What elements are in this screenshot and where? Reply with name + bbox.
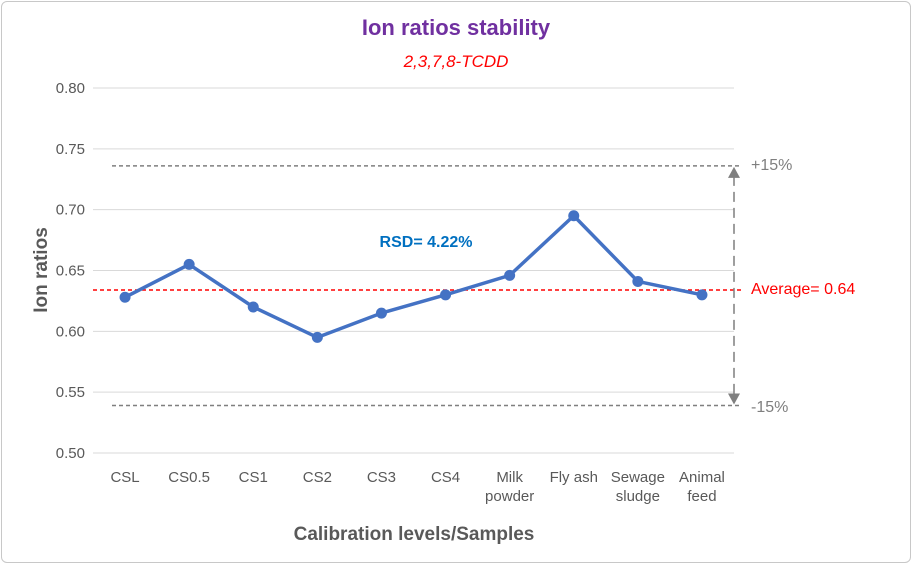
range-arrow-head-up	[728, 166, 740, 178]
y-tick-label: 0.65	[56, 263, 85, 280]
x-tick-label: CS0.5	[168, 469, 210, 486]
x-tick-label: Milk powder	[485, 469, 534, 505]
y-tick-label: 0.80	[56, 80, 85, 97]
average-annotation: Average= 0.64	[751, 281, 855, 298]
range-arrow-head-down	[728, 393, 740, 405]
x-tick-label-line: CS1	[239, 469, 268, 486]
rsd-annotation: RSD= 4.22%	[380, 234, 473, 251]
x-tick-label: CS1	[239, 469, 268, 486]
series-ion-ratios	[119, 210, 708, 343]
x-tick-label: CSL	[110, 469, 139, 486]
data-point	[183, 258, 195, 270]
x-tick-label-line: powder	[485, 488, 534, 505]
x-axis-title: Calibration levels/Samples	[294, 524, 535, 545]
data-point	[247, 301, 259, 313]
upper-limit-annotation: +15%	[751, 157, 792, 174]
data-point	[504, 269, 516, 281]
data-point	[311, 331, 323, 343]
chart-title: Ion ratios stability	[362, 15, 551, 40]
chart-subtitle: 2,3,7,8-TCDD	[403, 52, 509, 71]
x-tick-label-line: sludge	[616, 488, 660, 505]
data-point	[119, 291, 131, 303]
y-tick-label: 0.70	[56, 202, 85, 219]
limit-lines	[93, 165, 742, 407]
lower-limit-annotation: -15%	[751, 399, 788, 416]
x-tick-label-line: CS4	[431, 469, 460, 486]
data-point	[696, 289, 708, 301]
y-tick-label: 0.55	[56, 384, 85, 401]
data-point	[568, 210, 580, 222]
gridlines	[93, 87, 734, 454]
x-tick-label-line: CS0.5	[168, 469, 210, 486]
x-tick-label-line: feed	[687, 488, 716, 505]
x-tick-label-line: Animal	[679, 469, 725, 486]
data-point	[632, 275, 644, 287]
x-tick-label-line: Milk	[496, 469, 523, 486]
x-tick-label-line: CS2	[303, 469, 332, 486]
data-point	[440, 289, 452, 301]
series-line	[124, 214, 703, 340]
y-axis-ticks: 0.50 0.55 0.60 0.65 0.70 0.75 0.80	[56, 80, 85, 462]
data-point	[375, 307, 387, 319]
x-tick-label: CS2	[303, 469, 332, 486]
y-tick-label: 0.60	[56, 323, 85, 340]
x-tick-label: CS4	[431, 469, 460, 486]
x-tick-label: CS3	[367, 469, 396, 486]
x-tick-label: Animal feed	[679, 469, 725, 505]
x-tick-label-line: Fly ash	[550, 469, 598, 486]
x-tick-label-line: CS3	[367, 469, 396, 486]
x-tick-label-line: Sewage	[611, 469, 665, 486]
x-tick-label-line: CSL	[110, 469, 139, 486]
x-tick-label: Sewage sludge	[611, 469, 665, 505]
x-tick-label: Fly ash	[550, 469, 598, 486]
y-tick-label: 0.75	[56, 141, 85, 158]
y-tick-label: 0.50	[56, 445, 85, 462]
x-axis-ticks: CSL CS0.5 CS1 CS2 CS3 CS4 Milk powder Fly ash Sew…	[110, 469, 724, 505]
y-axis-title: Ion ratios	[31, 227, 52, 313]
